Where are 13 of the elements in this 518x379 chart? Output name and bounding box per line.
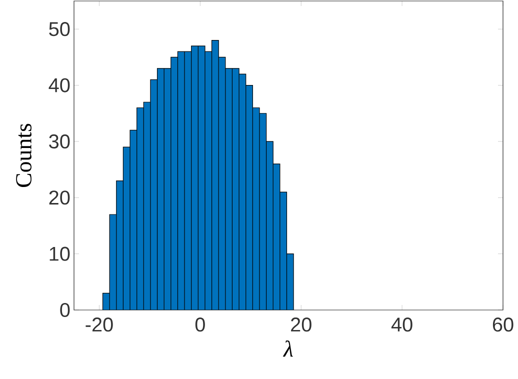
x-tick-label: -20 — [86, 318, 113, 332]
x-axis-title: λ — [282, 340, 293, 357]
y-tick-label: 20 — [49, 190, 70, 205]
y-tick-label: 50 — [49, 22, 70, 36]
x-tick-label: 60 — [492, 318, 514, 332]
x-tick-label: 20 — [291, 318, 312, 332]
y-axis-title: Counts — [16, 124, 32, 188]
x-tick-label: 0 — [195, 318, 205, 332]
y-tick-label: 40 — [48, 78, 70, 92]
y-tick-label: 0 — [60, 302, 70, 318]
x-tick-label: 40 — [391, 318, 412, 332]
y-tick-label: 30 — [49, 134, 70, 148]
y-tick-label: 10 — [50, 246, 70, 261]
